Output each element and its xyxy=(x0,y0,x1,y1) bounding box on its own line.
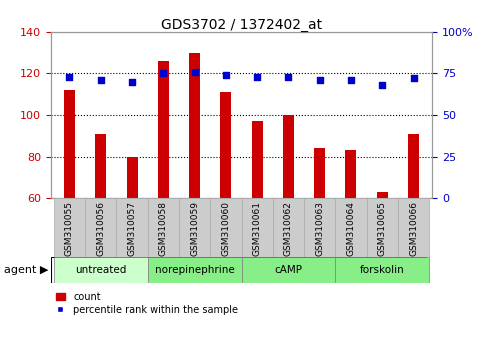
Bar xyxy=(283,115,294,323)
Bar xyxy=(367,198,398,257)
Bar xyxy=(116,198,148,257)
Text: GDS3702 / 1372402_at: GDS3702 / 1372402_at xyxy=(161,18,322,32)
Bar xyxy=(54,198,85,257)
Bar xyxy=(252,121,263,323)
Point xyxy=(66,74,73,80)
Text: GSM310065: GSM310065 xyxy=(378,201,387,256)
Bar xyxy=(127,156,138,323)
Bar xyxy=(345,150,356,323)
Text: GSM310064: GSM310064 xyxy=(346,201,355,256)
Point xyxy=(410,76,417,81)
Text: GSM310055: GSM310055 xyxy=(65,201,74,256)
Bar xyxy=(95,134,106,323)
Text: forskolin: forskolin xyxy=(360,265,405,275)
Text: GSM310059: GSM310059 xyxy=(190,201,199,256)
Bar xyxy=(242,198,273,257)
Point xyxy=(253,74,261,80)
Bar xyxy=(64,90,75,323)
Point xyxy=(316,77,324,83)
Bar xyxy=(242,257,335,283)
Point xyxy=(97,77,105,83)
Text: untreated: untreated xyxy=(75,265,127,275)
Bar xyxy=(54,257,148,283)
Bar xyxy=(377,192,388,323)
Bar xyxy=(314,148,325,323)
Bar xyxy=(210,198,242,257)
Bar xyxy=(148,257,242,283)
Text: cAMP: cAMP xyxy=(274,265,302,275)
Bar xyxy=(273,198,304,257)
Bar xyxy=(398,198,429,257)
Bar xyxy=(304,198,335,257)
Bar xyxy=(179,198,210,257)
Point xyxy=(128,79,136,85)
Text: GSM310061: GSM310061 xyxy=(253,201,262,256)
Bar xyxy=(148,198,179,257)
Point xyxy=(284,74,292,80)
Bar xyxy=(220,92,231,323)
Point xyxy=(191,69,199,75)
Text: GSM310060: GSM310060 xyxy=(221,201,230,256)
Bar xyxy=(85,198,116,257)
Text: GSM310056: GSM310056 xyxy=(96,201,105,256)
Text: agent ▶: agent ▶ xyxy=(4,265,48,275)
Text: GSM310066: GSM310066 xyxy=(409,201,418,256)
Text: GSM310063: GSM310063 xyxy=(315,201,324,256)
Bar xyxy=(158,61,169,323)
Text: norepinephrine: norepinephrine xyxy=(155,265,234,275)
Text: GSM310058: GSM310058 xyxy=(159,201,168,256)
Text: GSM310062: GSM310062 xyxy=(284,201,293,256)
Bar xyxy=(189,53,200,323)
Bar xyxy=(335,257,429,283)
Point xyxy=(222,72,230,78)
Legend: count, percentile rank within the sample: count, percentile rank within the sample xyxy=(56,292,238,314)
Bar xyxy=(408,134,419,323)
Point xyxy=(347,77,355,83)
Point xyxy=(378,82,386,88)
Point xyxy=(159,71,167,76)
Text: GSM310057: GSM310057 xyxy=(128,201,137,256)
Bar xyxy=(335,198,367,257)
